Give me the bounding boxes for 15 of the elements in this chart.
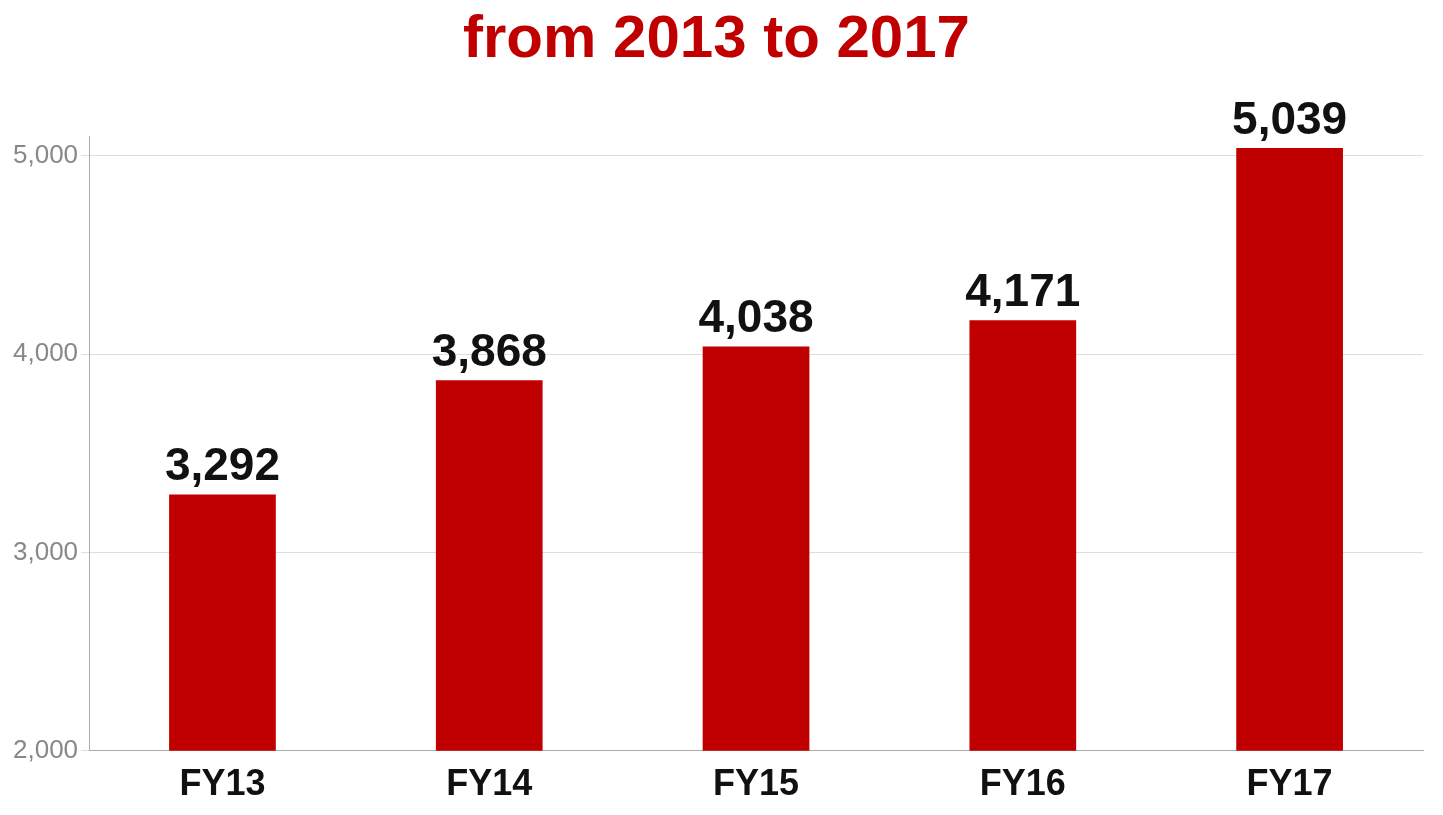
data-label: 5,039 (1232, 91, 1348, 144)
x-tick-label: FY16 (979, 762, 1066, 804)
y-tick-label: 4,000 (12, 337, 79, 368)
data-label: 3,292 (164, 438, 281, 491)
chart-title: from 2013 to 2017 (463, 2, 970, 70)
data-label: 3,868 (431, 324, 547, 377)
data-label: 4,171 (965, 263, 1081, 316)
data-label: 4,038 (698, 290, 814, 343)
y-tick-label: 5,000 (12, 139, 79, 169)
x-tick-label: FY17 (1246, 762, 1333, 804)
x-tick-label: FY14 (446, 762, 533, 804)
y-tick-label: 2,000 (12, 733, 79, 764)
x-tick-label: FY13 (179, 762, 266, 804)
x-tick-label: FY15 (713, 762, 800, 804)
y-tick-label: 3,000 (12, 535, 79, 566)
